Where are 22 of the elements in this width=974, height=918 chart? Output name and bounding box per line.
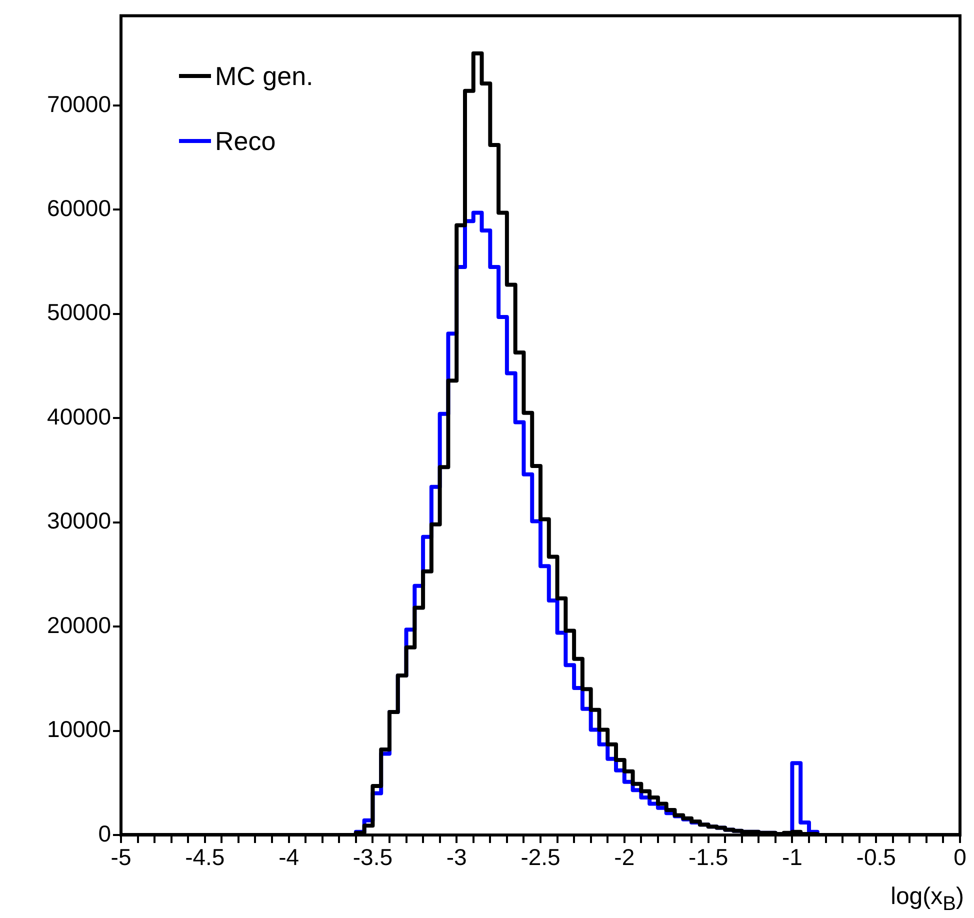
x-tick-label: -4.5 xyxy=(185,844,225,870)
y-tick-label: 10000 xyxy=(47,716,111,742)
legend-label: Reco xyxy=(215,126,276,157)
x-tick-label: -1.5 xyxy=(688,844,728,870)
x-tick-label: -3.5 xyxy=(352,844,393,870)
y-tick-label: 40000 xyxy=(47,403,111,430)
y-tick-label: 30000 xyxy=(47,508,111,534)
y-tick-label: 50000 xyxy=(47,299,111,326)
legend-label: MC gen. xyxy=(215,60,314,92)
x-tick-label: 0 xyxy=(954,844,966,870)
y-tick-label: 20000 xyxy=(47,612,111,638)
x-tick-label: -2.5 xyxy=(520,844,560,870)
y-tick-label: 0 xyxy=(98,820,111,846)
x-tick-label: -3 xyxy=(446,844,467,870)
x-tick-label: -4 xyxy=(278,844,300,870)
x-tick-label: -5 xyxy=(110,844,132,870)
x-tick-label: -2 xyxy=(614,844,635,870)
x-tick-label: -1 xyxy=(782,844,802,870)
y-tick-label: 60000 xyxy=(47,195,111,221)
x-axis-title: log(x$_{B}$) xyxy=(890,883,964,916)
x-tick-label: -0.5 xyxy=(856,844,896,870)
y-tick-label: 70000 xyxy=(47,90,111,117)
